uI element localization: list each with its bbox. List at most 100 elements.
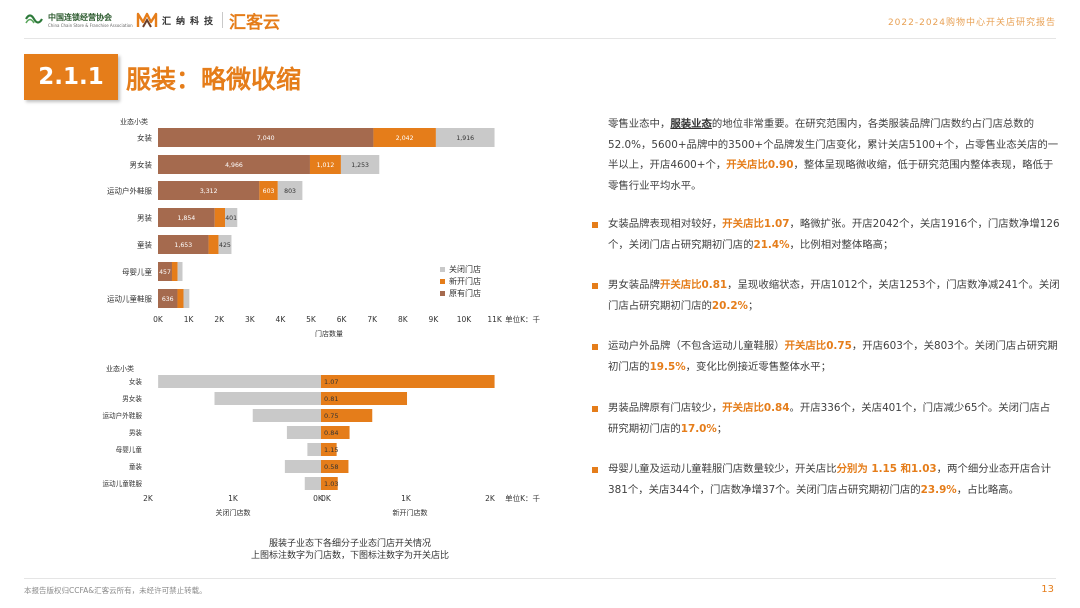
chart1-data-label: 1,854 bbox=[178, 215, 196, 222]
highlight-text: 开关店比0.75 bbox=[784, 340, 852, 352]
chart1-bar-opened bbox=[309, 155, 341, 174]
chart1-bar-existing bbox=[158, 155, 310, 174]
chart1-x-tick: 11K bbox=[487, 315, 503, 324]
chart1-bar-opened bbox=[214, 208, 226, 227]
chart1-data-label: 1,253 bbox=[351, 162, 369, 169]
chart1-y-title: 业态小类 bbox=[120, 117, 148, 126]
body-text: 的地位非常重要。在研究范围内，各类服装品牌门店数约占门店总数的52.0%，560… bbox=[608, 118, 1059, 171]
chart1-bar-closed bbox=[177, 262, 183, 281]
body-text: ，比例相对整体略高； bbox=[789, 238, 894, 251]
body-text: 女装品牌表现相对较好， bbox=[608, 218, 723, 230]
chart1-x-tick: 5K bbox=[306, 315, 317, 324]
copyright-note: 本报告版权归CCFA&汇客云所有，未经许可禁止转载。 bbox=[24, 586, 207, 595]
chart1-bar-existing bbox=[158, 181, 260, 200]
page-header: 中国连锁经营协会 China Chain Store & Franchise A… bbox=[0, 0, 1080, 40]
body-text: 零售业态中， bbox=[608, 118, 671, 130]
highlight-text: 服装业态 bbox=[670, 118, 712, 130]
chart1-x-tick: 8K bbox=[398, 315, 409, 324]
chart2-bar-opened bbox=[321, 460, 349, 473]
chart1-bar-opened bbox=[171, 262, 178, 281]
legend-label: 关闭门店 bbox=[449, 264, 481, 274]
chart2-bar-opened bbox=[321, 477, 338, 490]
chart1-category-label: 男女装 bbox=[130, 160, 153, 170]
chart1-category-label: 男装 bbox=[137, 213, 152, 223]
ccfa-name-en: China Chain Store & Franchise Associatio… bbox=[48, 23, 133, 28]
highlight-text: 开关店比0.81 bbox=[659, 279, 728, 291]
chart1-bar-existing bbox=[158, 289, 178, 308]
legend-swatch bbox=[440, 291, 445, 296]
chart2-category-label: 运动户外鞋服 bbox=[102, 411, 142, 420]
chart2-x-tick: 0K bbox=[313, 494, 324, 503]
chart-caption-line1: 服装子业态下各细分子业态门店开关情况 bbox=[268, 539, 431, 549]
chart1-bar-opened bbox=[208, 235, 219, 254]
chart1-data-label: 1,012 bbox=[317, 162, 335, 169]
bullet-marker bbox=[592, 222, 598, 228]
chart1-bar-existing bbox=[158, 128, 374, 147]
chart1-data-label: 2,042 bbox=[396, 135, 414, 142]
chart2-ratio-label: 0.84 bbox=[324, 429, 338, 437]
chart1-data-label: 7,040 bbox=[257, 135, 275, 142]
huina-name: 汇纳科技 bbox=[162, 16, 219, 27]
chart1-x-tick: 6K bbox=[337, 315, 348, 324]
huikeyun-logo: 汇客云 bbox=[229, 13, 280, 33]
chart1-x-tick: 3K bbox=[245, 315, 256, 324]
body-text: ，整体呈现略微收缩，低于研究范围内整体表现，略低于零售行业平均水平。 bbox=[608, 159, 1054, 192]
legend-label: 新开门店 bbox=[449, 276, 481, 286]
chart2-bar-opened bbox=[321, 443, 337, 456]
body-text: ，两个细分业态开店合计381个，关店344个，门店数净增37个。关闭门店占研究期… bbox=[608, 463, 1051, 496]
chart1-unit-label: 单位K：千 bbox=[505, 314, 540, 324]
chart1-bar-opened bbox=[177, 289, 184, 308]
header-rule bbox=[24, 38, 1056, 39]
chart2-bar-closed bbox=[307, 443, 321, 456]
bullet-unisex: 男女装品牌开关店比0.81，呈现收缩状态，开店1012个，关店1253个，门店数… bbox=[608, 275, 1060, 316]
section-number: 2.1.1 bbox=[24, 54, 118, 100]
body-text: ，呈现收缩状态，开店1012个，关店1253个，门店数净减241个。关闭门店占研… bbox=[608, 279, 1060, 312]
chart2-x-tick: 1K bbox=[401, 494, 412, 503]
huina-logo-icon bbox=[136, 12, 158, 28]
highlight-text: 开关店比1.07 bbox=[722, 218, 790, 230]
chart2-bar-closed bbox=[158, 375, 321, 388]
chart1-bar-opened bbox=[259, 181, 278, 200]
chart2-category-label: 男女装 bbox=[122, 394, 142, 403]
body-text: ，占比略高。 bbox=[956, 483, 1020, 496]
chart1-bar-closed bbox=[277, 181, 303, 200]
chart1-data-label: 1,916 bbox=[456, 135, 474, 142]
chart1-x-tick: 4K bbox=[276, 315, 287, 324]
chart1-x-tick: 0K bbox=[153, 315, 164, 324]
page-number: 13 bbox=[1041, 584, 1054, 595]
highlight-text: 开关店比0.84 bbox=[722, 402, 790, 414]
chart2-bar-closed bbox=[284, 460, 321, 473]
chart2-ratio-label: 0.75 bbox=[324, 412, 338, 420]
chart1-data-label: 425 bbox=[219, 242, 231, 249]
bullet-marker bbox=[592, 283, 598, 289]
chart2-unit-label: 单位K：千 bbox=[505, 493, 540, 503]
chart2-x-tick: 0K bbox=[321, 494, 332, 503]
intro-paragraph: 零售业态中，服装业态的地位非常重要。在研究范围内，各类服装品牌门店数约占门店总数… bbox=[608, 114, 1060, 196]
body-text: ； bbox=[747, 299, 759, 312]
chart1-bar-closed bbox=[340, 155, 380, 174]
report-title: 2022-2024购物中心开关店研究报告 bbox=[887, 18, 1056, 28]
chart2-bar-opened bbox=[321, 392, 408, 405]
chart2-x-tick: 2K bbox=[143, 494, 154, 503]
chart1-bar-closed bbox=[225, 208, 238, 227]
highlight-text: 20.2% bbox=[711, 299, 748, 312]
highlight-text: 21.4% bbox=[753, 238, 790, 251]
chart1-category-label: 母婴儿童 bbox=[122, 267, 152, 277]
chart2-ratio-label: 1.03 bbox=[324, 480, 338, 488]
body-text: 男装品牌原有门店较少， bbox=[608, 402, 723, 414]
highlight-text: 23.9% bbox=[920, 483, 957, 496]
chart2-category-label: 童装 bbox=[129, 462, 143, 471]
bullet-womenswear: 女装品牌表现相对较好，开关店比1.07，略微扩张。开店2042个，关店1916个… bbox=[608, 214, 1060, 255]
chart2-y-title: 业态小类 bbox=[106, 364, 134, 373]
chart1-category-label: 运动户外鞋服 bbox=[107, 186, 152, 196]
footer-rule bbox=[24, 578, 1056, 579]
chart1-x-tick: 2K bbox=[214, 315, 225, 324]
chart1-data-label: 603 bbox=[263, 188, 275, 195]
chart1-bar-opened bbox=[373, 128, 436, 147]
chart2-x-tick: 2K bbox=[485, 494, 496, 503]
bullet-kids: 母婴儿童及运动儿童鞋服门店数量较少，开关店比分别为 1.15 和1.03，两个细… bbox=[608, 459, 1060, 500]
highlight-text: 17.0% bbox=[680, 422, 717, 435]
chart2-category-label: 母婴儿童 bbox=[116, 445, 143, 454]
chart1-x-tick: 10K bbox=[457, 315, 473, 324]
chart2-x-left-title: 关闭门店数 bbox=[216, 508, 251, 517]
